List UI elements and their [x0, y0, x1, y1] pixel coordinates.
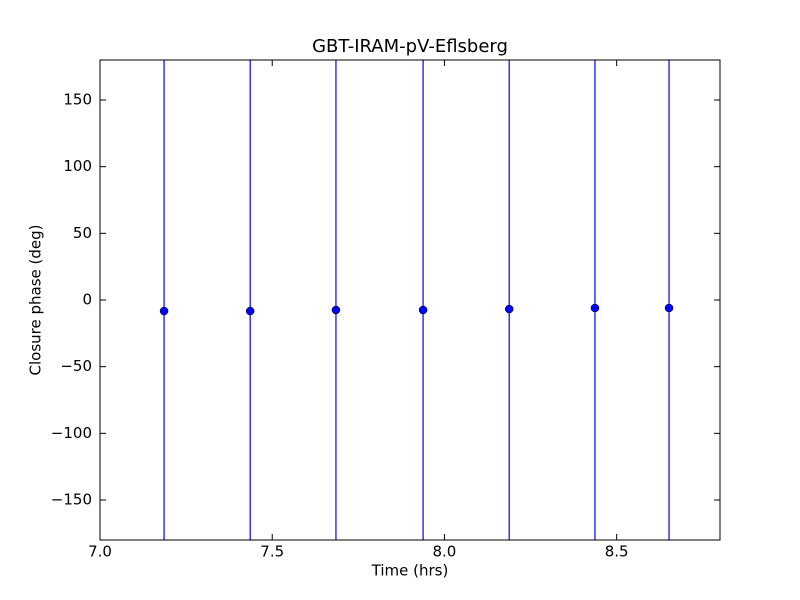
- y-tick-label: 0: [82, 291, 92, 309]
- plot-area: [159, 60, 674, 540]
- x-axis-label: Time (hrs): [371, 562, 449, 580]
- y-axis-label: Closure phase (deg): [27, 225, 45, 376]
- data-point: [590, 303, 600, 313]
- x-tick-label: 8.0: [433, 543, 457, 561]
- x-tick-label: 7.0: [88, 543, 112, 561]
- y-tick-label: −100: [51, 424, 92, 442]
- data-point: [418, 305, 428, 315]
- x-tick-label: 8.5: [605, 543, 629, 561]
- y-tick-label: 100: [63, 157, 92, 175]
- y-tick-label: −50: [60, 357, 92, 375]
- data-point: [664, 303, 674, 313]
- y-tick-label: 150: [63, 91, 92, 109]
- data-point: [331, 305, 341, 315]
- y-tick-label: −150: [51, 491, 92, 509]
- x-tick-label: 7.5: [260, 543, 284, 561]
- data-point: [245, 306, 255, 316]
- y-tick-label: 50: [73, 224, 92, 242]
- data-point: [504, 304, 514, 314]
- data-point: [159, 306, 169, 316]
- chart-title: GBT-IRAM-pV-Eflsberg: [312, 36, 508, 57]
